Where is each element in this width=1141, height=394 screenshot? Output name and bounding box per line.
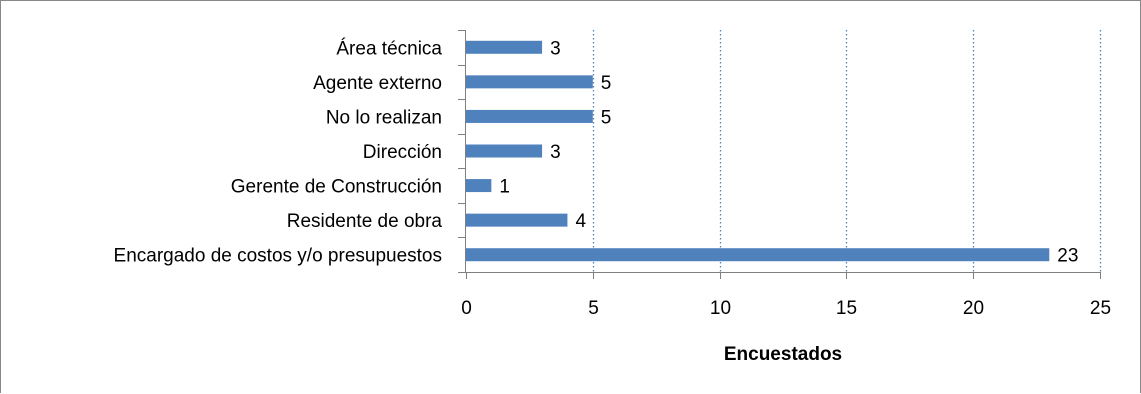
bar-4	[466, 179, 492, 193]
bar-2	[466, 109, 593, 123]
category-label-3: Dirección	[363, 142, 442, 163]
data-label-3: 3	[550, 142, 561, 163]
data-label-0: 3	[550, 38, 561, 59]
x-tick-label-25: 25	[1090, 298, 1111, 319]
category-label-5: Residente de obra	[287, 211, 443, 232]
category-label-2: No lo realizan	[326, 107, 442, 128]
category-label-4: Gerente de Construcción	[231, 177, 442, 198]
bar-5	[466, 213, 568, 227]
bar-3	[466, 144, 543, 158]
bar-0	[466, 40, 543, 54]
data-label-4: 1	[499, 177, 510, 198]
category-label-1: Agente externo	[313, 73, 442, 94]
x-axis-title: Encuestados	[724, 344, 842, 365]
x-tick-label-5: 5	[588, 298, 599, 319]
x-tick-label-20: 20	[963, 298, 984, 319]
category-label-0: Área técnica	[336, 38, 442, 59]
bar-6	[466, 248, 1050, 262]
category-label-6: Encargado de costos y/o presupuestos	[114, 246, 442, 267]
data-label-1: 5	[601, 73, 612, 94]
data-label-6: 23	[1057, 246, 1078, 267]
bar-1	[466, 75, 593, 89]
x-tick-label-0: 0	[461, 298, 472, 319]
data-label-5: 4	[575, 211, 586, 232]
x-tick-label-15: 15	[836, 298, 857, 319]
data-label-2: 5	[601, 107, 612, 128]
x-tick-label-10: 10	[710, 298, 731, 319]
